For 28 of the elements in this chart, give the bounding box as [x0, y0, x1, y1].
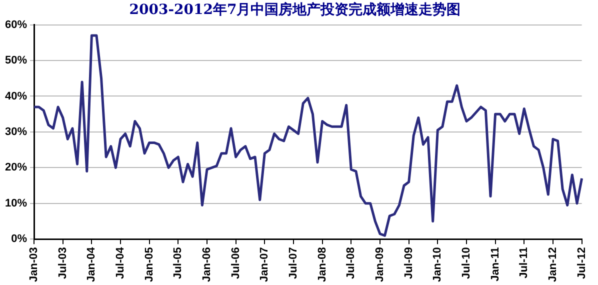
- x-tick-label: Jul-10: [460, 247, 473, 279]
- x-tick-label: Jan-12: [547, 247, 559, 282]
- x-tick-label: Jan-04: [86, 246, 98, 282]
- x-tick-label: Jul-03: [56, 247, 69, 279]
- x-tick-label: Jul-08: [345, 247, 358, 279]
- y-tick-label: 0%: [11, 233, 28, 246]
- x-tick-label: Jan-09: [374, 247, 386, 282]
- y-tick-label: 30%: [4, 126, 28, 138]
- y-tick-label: 40%: [4, 90, 28, 102]
- x-tick-label: Jan-10: [432, 247, 444, 282]
- chart-title: 2003-2012年7月中国房地产投资完成额增速走势图: [129, 1, 461, 18]
- x-tick-label: Jan-11: [489, 247, 502, 282]
- x-tick-label: Jul-12: [576, 247, 588, 279]
- x-tick-label: Jan-08: [316, 247, 328, 282]
- x-tick-label: Jul-09: [402, 247, 415, 279]
- x-tick-label: Jan-03: [28, 247, 40, 282]
- y-tick-label: 20%: [4, 162, 28, 174]
- x-tick-label: Jan-06: [201, 247, 214, 282]
- x-tick-label: Jul-05: [172, 247, 184, 279]
- x-tick-label: Jul-07: [288, 247, 300, 279]
- x-tick-label: Jan-05: [143, 247, 156, 282]
- y-tick-label: 10%: [4, 197, 28, 210]
- y-tick-label: 60%: [4, 18, 28, 31]
- x-tick-label: Jul-06: [230, 247, 242, 279]
- y-tick-label: 50%: [4, 54, 28, 67]
- x-tick-label: Jul-04: [114, 246, 127, 279]
- x-tick-label: Jul-11: [518, 247, 530, 278]
- x-tick-label: Jan-07: [258, 247, 271, 282]
